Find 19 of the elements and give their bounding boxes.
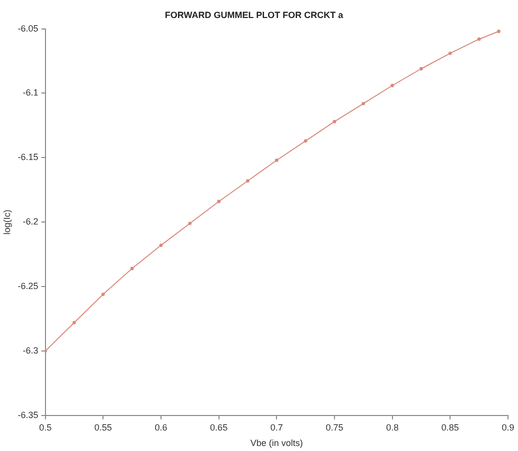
x-axis-title: Vbe (in volts) <box>250 438 303 448</box>
x-tick-label: 0.9 <box>502 422 514 432</box>
x-tick-label: 0.85 <box>441 422 459 432</box>
y-tick-label: -6.25 <box>18 281 38 292</box>
x-tick-label: 0.5 <box>39 422 52 432</box>
x-tick-label: 0.7 <box>270 422 283 432</box>
y-axis-title: log(Ic) <box>2 210 12 235</box>
chart-title: FORWARD GUMMEL PLOT FOR CRCKT a <box>164 10 344 20</box>
y-tick-label: -6.05 <box>18 23 38 34</box>
y-tick-label: -6.3 <box>22 345 38 356</box>
x-tick-label: 0.55 <box>94 422 112 432</box>
y-tick-label: -6.35 <box>18 410 38 420</box>
x-tick-label: 0.75 <box>326 422 344 432</box>
x-tick-label: 0.65 <box>210 422 228 432</box>
y-tick-label: -6.2 <box>22 216 38 227</box>
y-tick-label: -6.1 <box>22 88 38 98</box>
y-tick-label: -6.15 <box>18 152 38 162</box>
x-tick-label: 0.6 <box>154 422 168 432</box>
x-tick-label: 0.8 <box>386 422 399 432</box>
